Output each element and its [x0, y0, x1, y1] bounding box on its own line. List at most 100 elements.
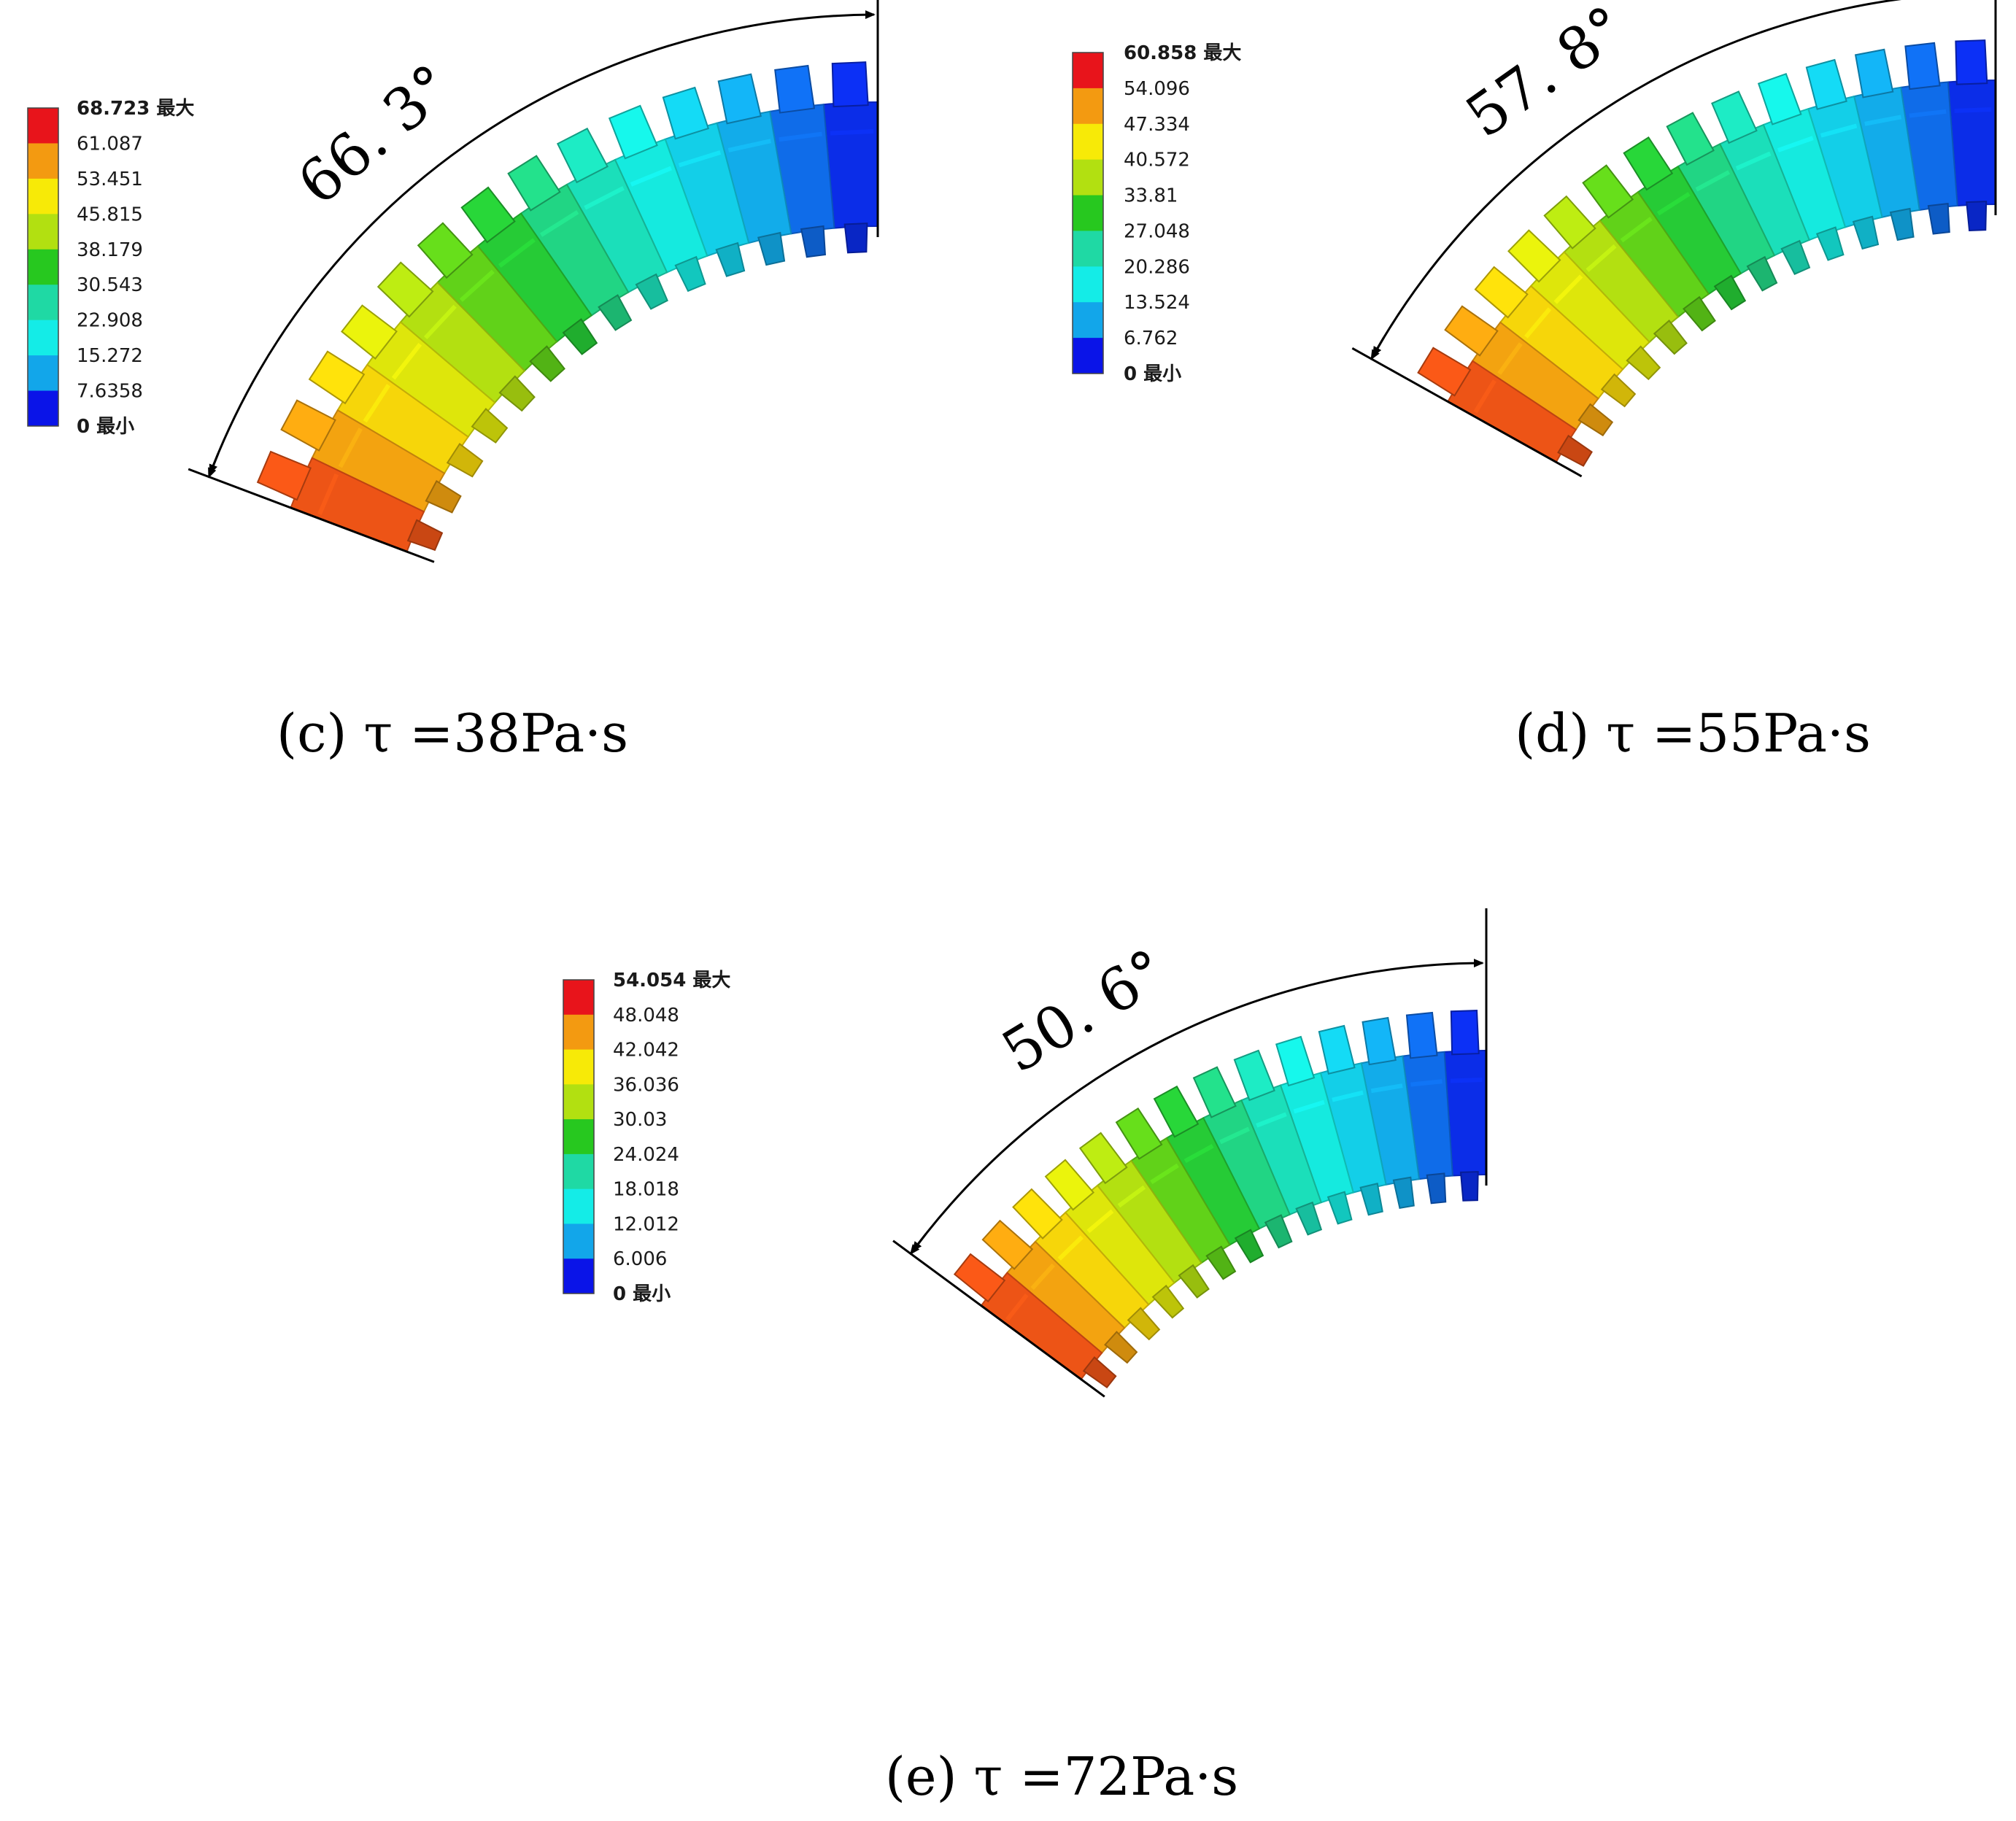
legend-tick-label: 40.572 — [1124, 150, 1190, 171]
angle-arrow-end — [909, 1233, 927, 1256]
chamber-tooth — [256, 450, 312, 501]
bottom-tooth — [1557, 434, 1593, 467]
legend-tick-label: 18.018 — [613, 1179, 679, 1201]
bottom-tooth — [1966, 201, 1988, 232]
legend-tick-label: 6.762 — [1124, 328, 1178, 349]
legend-tick-label: 48.048 — [613, 1005, 679, 1027]
chamber-tooth — [556, 127, 609, 184]
legend-max-label: 60.858 最大 — [1124, 42, 1241, 64]
angle-arrow-end — [207, 453, 220, 479]
legend-tick-label: 7.6358 — [77, 381, 143, 403]
chamber-tooth — [376, 261, 434, 318]
panel-caption: (d) τ =55Pa·s — [1515, 703, 1871, 764]
segment-highlight — [727, 139, 772, 152]
segment-highlight — [1586, 244, 1617, 272]
segment-highlight — [1620, 217, 1653, 243]
reference-line-end — [892, 1240, 1105, 1398]
legend-tick-label: 6.006 — [613, 1248, 667, 1270]
angle-arc — [1372, 0, 1902, 357]
chamber-tooth — [341, 304, 398, 360]
legend-frame — [1072, 52, 1104, 374]
bottom-tooth — [1082, 1356, 1117, 1389]
reference-line-end — [1351, 347, 1583, 478]
chamber-tooth — [1233, 1049, 1275, 1102]
chamber-tooth — [1417, 347, 1472, 397]
panel-d: 60.858 最大 54.096 47.334 40.572 33.81 27.048 20… — [1072, 0, 1997, 764]
chamber-tooth — [831, 61, 869, 108]
bottom-tooth — [1205, 1245, 1237, 1280]
chamber-tooth — [953, 1253, 1006, 1303]
segment-highlight — [1117, 1185, 1146, 1208]
legend-tick-label: 53.451 — [77, 169, 143, 190]
legend-min-label: 0 最小 — [77, 416, 134, 438]
bend-angle-label: 50. 6° — [990, 936, 1178, 1086]
segment-highlight — [1030, 1263, 1055, 1291]
chamber-tooth — [460, 186, 516, 244]
segment-highlight — [1473, 379, 1496, 414]
bottom-tooth — [498, 375, 536, 412]
legend: 54.054 最大 48.048 42.042 36.036 30.03 24.024 18… — [563, 970, 730, 1305]
bottom-tooth — [1178, 1264, 1210, 1299]
chamber-tooth — [774, 64, 816, 114]
segment-highlight — [363, 384, 391, 423]
bottom-tooth — [1426, 1172, 1447, 1205]
legend-swatch — [563, 1188, 594, 1224]
legend-swatch — [1073, 123, 1103, 161]
chamber-tooth — [1078, 1132, 1128, 1185]
legend-swatch — [563, 1119, 594, 1155]
segment-highlight — [498, 238, 536, 268]
legend-swatch — [1073, 159, 1103, 196]
legend-swatch — [1073, 338, 1103, 374]
bottom-tooth — [1127, 1307, 1161, 1341]
segment-highlight — [1553, 274, 1583, 304]
legend-swatch — [28, 285, 58, 321]
bottom-tooth — [598, 294, 633, 331]
segment-highlight — [1909, 109, 1947, 118]
bottom-tooth — [1746, 255, 1778, 292]
chamber-tooth — [507, 155, 561, 212]
chamber-tooth — [1444, 305, 1499, 357]
legend-swatch — [1073, 231, 1103, 267]
panel-caption: (c) τ =38Pa·s — [277, 703, 628, 764]
actuator-body — [953, 1010, 1487, 1389]
chamber-tooth — [1474, 266, 1529, 319]
legend-swatch — [28, 178, 58, 214]
chamber-tooth — [1405, 1011, 1438, 1059]
bottom-tooth — [674, 255, 706, 293]
segment-highlight — [1954, 107, 1992, 113]
chamber-tooth — [1153, 1085, 1200, 1138]
bottom-tooth — [635, 273, 668, 310]
legend-swatch — [563, 1049, 594, 1085]
legend: 68.723 最大 61.087 53.451 45.815 38.179 30.543 2… — [27, 98, 194, 438]
legend-tick-label: 15.272 — [77, 345, 143, 367]
angle-arc — [912, 959, 1484, 1252]
chamber-tooth — [1854, 48, 1894, 98]
chamber-tooth — [608, 104, 658, 160]
legend-min-label: 0 最小 — [1124, 363, 1181, 385]
chamber-tooth — [280, 399, 336, 452]
chamber-tooth — [1450, 1010, 1480, 1056]
bottom-tooth — [1459, 1171, 1479, 1202]
legend-frame — [27, 107, 59, 427]
legend-swatch — [28, 390, 58, 427]
chamber-tooth — [1955, 39, 1988, 85]
chamber-tooth — [1805, 58, 1847, 110]
bottom-tooth — [843, 223, 868, 254]
legend-tick-label: 42.042 — [613, 1040, 679, 1062]
chamber-tooth — [417, 222, 474, 279]
bottom-tooth — [1264, 1214, 1293, 1249]
legend-swatch — [28, 108, 58, 144]
actuator-body — [256, 61, 878, 553]
legend-max-label: 68.723 最大 — [77, 98, 194, 120]
legend-tick-label: 24.024 — [613, 1144, 679, 1166]
legend-swatch — [563, 980, 594, 1016]
legend-swatch — [1073, 302, 1103, 339]
legend-swatch — [1073, 53, 1103, 89]
bottom-tooth — [406, 519, 444, 552]
chamber-tooth — [1623, 136, 1674, 191]
segment-highlight — [1057, 1235, 1084, 1261]
chamber-tooth — [1115, 1107, 1163, 1160]
segment-highlight — [424, 304, 457, 340]
legend-swatch — [1073, 195, 1103, 231]
